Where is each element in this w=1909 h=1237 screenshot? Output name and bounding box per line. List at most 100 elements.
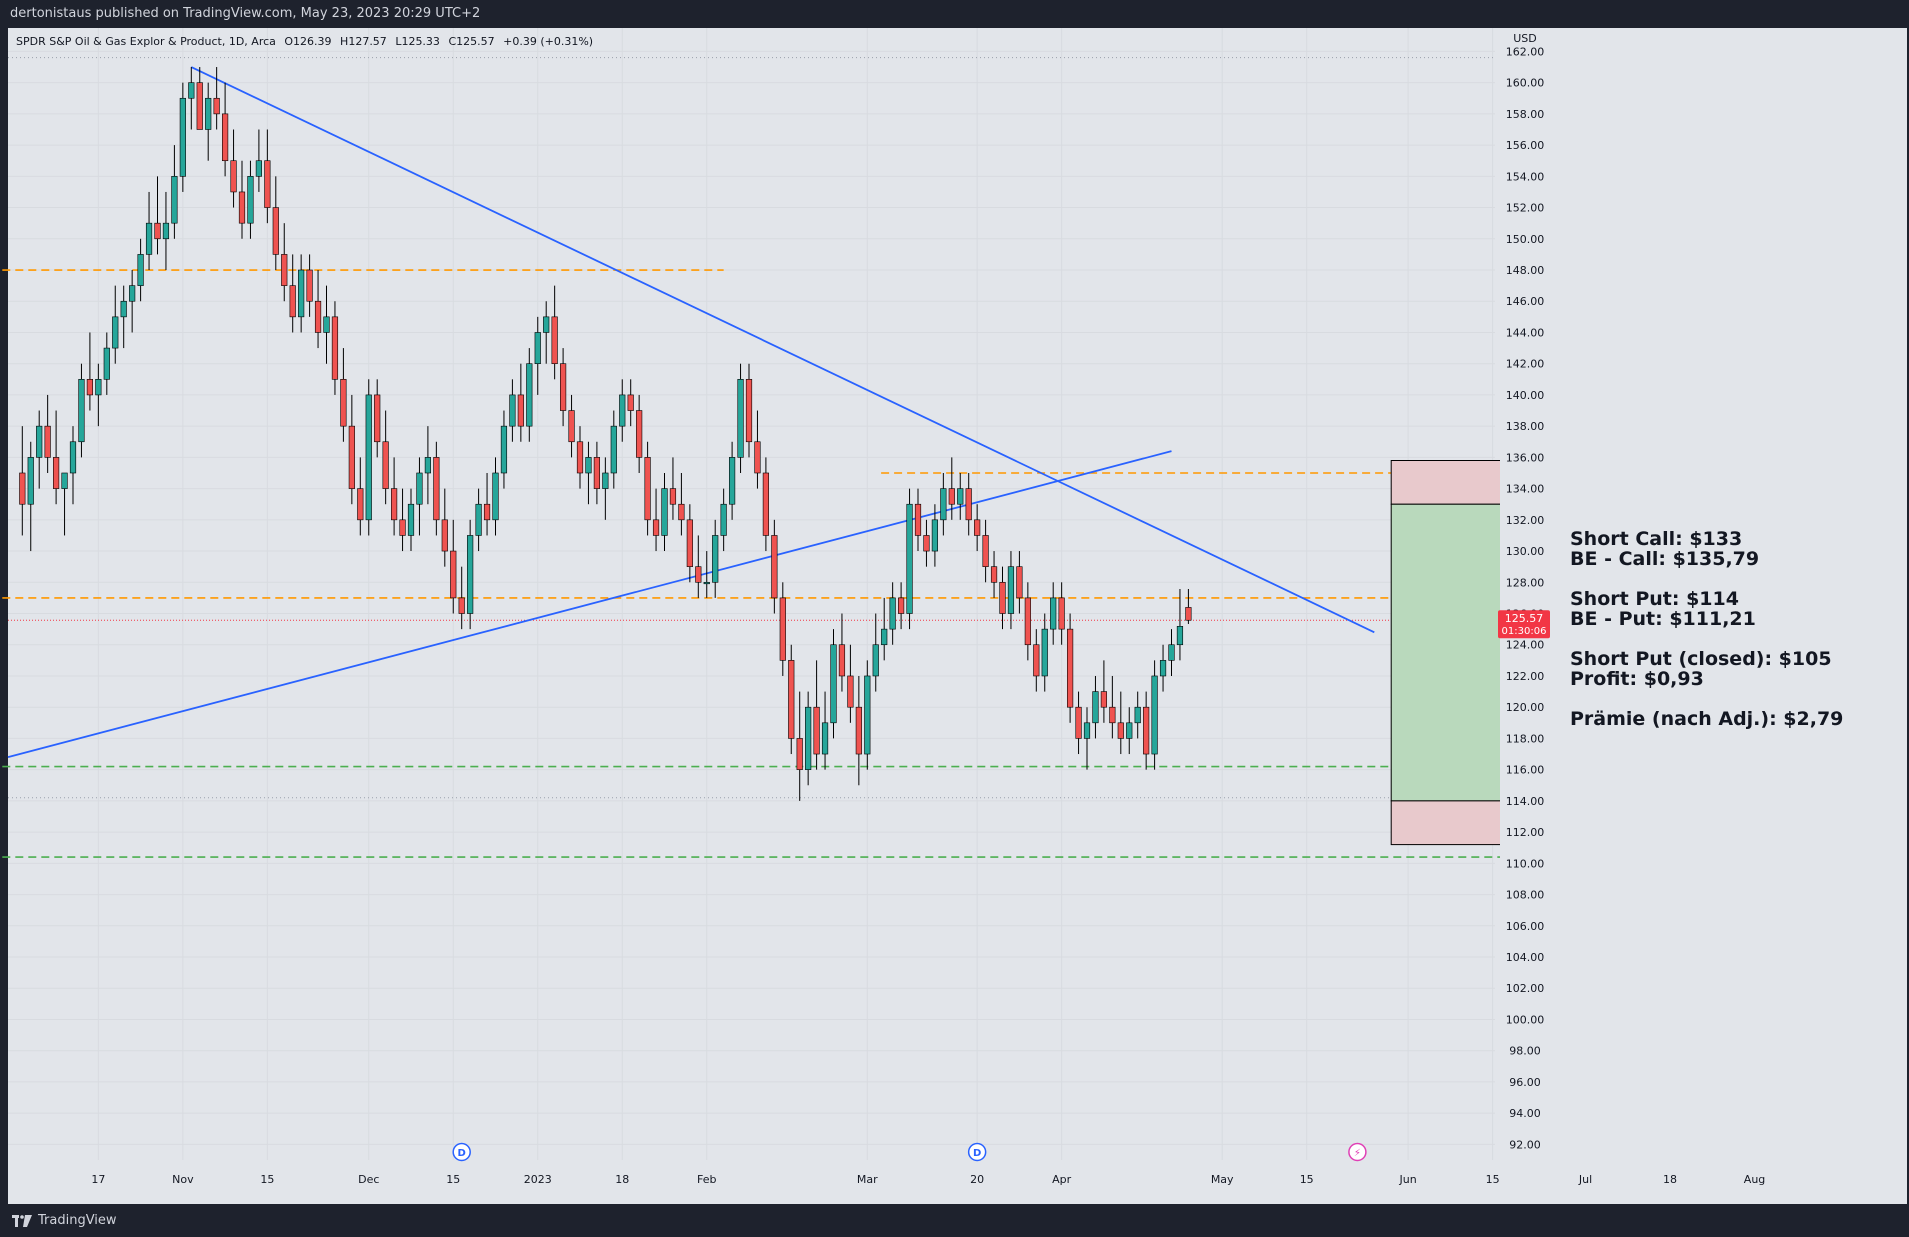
candle-body (864, 675, 871, 755)
candle-body (441, 519, 448, 552)
price-axis-tick: 146.00 (1506, 295, 1545, 308)
candle-body (762, 472, 769, 536)
candle-body (1075, 706, 1082, 739)
candle-body (1067, 628, 1074, 708)
price-axis-tick: 162.00 (1506, 45, 1545, 58)
price-axis-tick: 144.00 (1506, 326, 1545, 339)
candle (602, 457, 609, 520)
annotation-text: BE - Put: $111,21 (1570, 608, 1756, 630)
price-axis-tick: 150.00 (1506, 233, 1545, 246)
candle-body (652, 519, 660, 536)
candle-body (171, 176, 178, 224)
candle-body (179, 97, 186, 177)
candle (1083, 707, 1091, 770)
time-axis-tick: May (1211, 1173, 1234, 1186)
candle-body (272, 207, 279, 255)
time-axis-layer: 17 Nov 15 Dec 15 2023 18 Feb Mar 20 Apr May 15 Jun 15 J… (91, 1173, 1765, 1186)
candle-body (771, 535, 778, 599)
time-axis-tick: Nov (172, 1173, 194, 1186)
annotation-text: BE - Call: $135,79 (1570, 548, 1759, 570)
last-price-countdown: 01:30:06 (1502, 626, 1547, 637)
candle (264, 129, 271, 224)
price-axis-currency: USD (1513, 32, 1537, 45)
price-axis-tick: 130.00 (1506, 545, 1545, 558)
price-axis-tick: 118.00 (1506, 732, 1545, 745)
tradingview-logo[interactable]: TradingView (12, 1204, 117, 1237)
candle-body (331, 316, 339, 380)
candle (517, 363, 524, 442)
candle (686, 504, 693, 583)
candle (957, 472, 964, 520)
candle (1007, 551, 1015, 630)
candle (788, 644, 795, 755)
legend-close: C125.57 (448, 35, 495, 48)
candle (171, 145, 178, 239)
annotation-text: Short Put: $114 (1570, 588, 1739, 610)
ascending-trendline (7, 450, 1172, 759)
candle (129, 270, 136, 333)
price-axis-tick: 132.00 (1506, 514, 1545, 527)
time-axis-tick: 17 (91, 1173, 105, 1186)
candle-body (1159, 660, 1167, 677)
candle-body (120, 300, 127, 318)
time-axis-tick: Aug (1744, 1173, 1765, 1186)
candle (644, 441, 651, 536)
candle-body (1176, 626, 1184, 646)
candle (500, 410, 508, 489)
candle-body (534, 332, 541, 364)
candle (838, 613, 846, 692)
candle (872, 613, 879, 692)
candle (196, 67, 203, 130)
candle-body (695, 566, 702, 583)
candle-body (450, 550, 457, 599)
candle (627, 379, 634, 427)
time-axis-tick: 2023 (524, 1173, 552, 1186)
candle (652, 488, 660, 552)
candle (348, 394, 355, 505)
candle-body (779, 597, 786, 661)
candle-body (69, 441, 77, 474)
candle-body (483, 503, 491, 521)
price-axis-tick: 112.00 (1506, 826, 1545, 839)
time-axis-tick: Dec (358, 1173, 379, 1186)
candle-body (348, 425, 355, 489)
legend-low: L125.33 (395, 35, 440, 48)
legend-change: +0.39 (+0.31%) (503, 35, 594, 48)
price-axis-tick: 124.00 (1506, 639, 1545, 652)
candle (222, 82, 229, 177)
price-axis-tick: 120.00 (1506, 701, 1545, 714)
price-axis-tick: 160.00 (1506, 77, 1545, 90)
candle (509, 379, 516, 442)
candle-body (568, 410, 575, 443)
candle (323, 285, 330, 364)
candle-body (551, 316, 558, 364)
candle (559, 348, 567, 427)
candle-body (940, 488, 947, 521)
candle (1033, 629, 1040, 692)
candle (78, 363, 85, 458)
dividend-marker-icon[interactable]: D (967, 1142, 987, 1162)
candle (661, 472, 668, 552)
candle-body (340, 379, 347, 427)
candle-body (517, 394, 524, 427)
candle-body (416, 472, 423, 505)
earnings-flash-icon[interactable]: ⚡ (1348, 1142, 1367, 1162)
candle (771, 519, 778, 614)
price-axis-layer: USD 92.00 94.00 96.00 98.00 100.00 102.00 104.0… (1498, 28, 1907, 1160)
candle-body (433, 457, 440, 521)
candle-body (990, 566, 998, 583)
candle (230, 129, 237, 208)
price-axis-tick: 110.00 (1506, 857, 1545, 870)
candle (205, 82, 212, 161)
candle-body (162, 222, 170, 240)
price-axis-tick: 114.00 (1506, 795, 1545, 808)
candle (805, 691, 812, 786)
marker-label: D (458, 1148, 466, 1159)
price-axis-tick: 104.00 (1506, 951, 1545, 964)
dividend-marker-icon[interactable]: D (452, 1142, 471, 1162)
candle-body (982, 535, 989, 567)
candle-body (526, 363, 533, 427)
price-axis-tick: 116.00 (1506, 764, 1545, 777)
candle-body (619, 394, 626, 427)
